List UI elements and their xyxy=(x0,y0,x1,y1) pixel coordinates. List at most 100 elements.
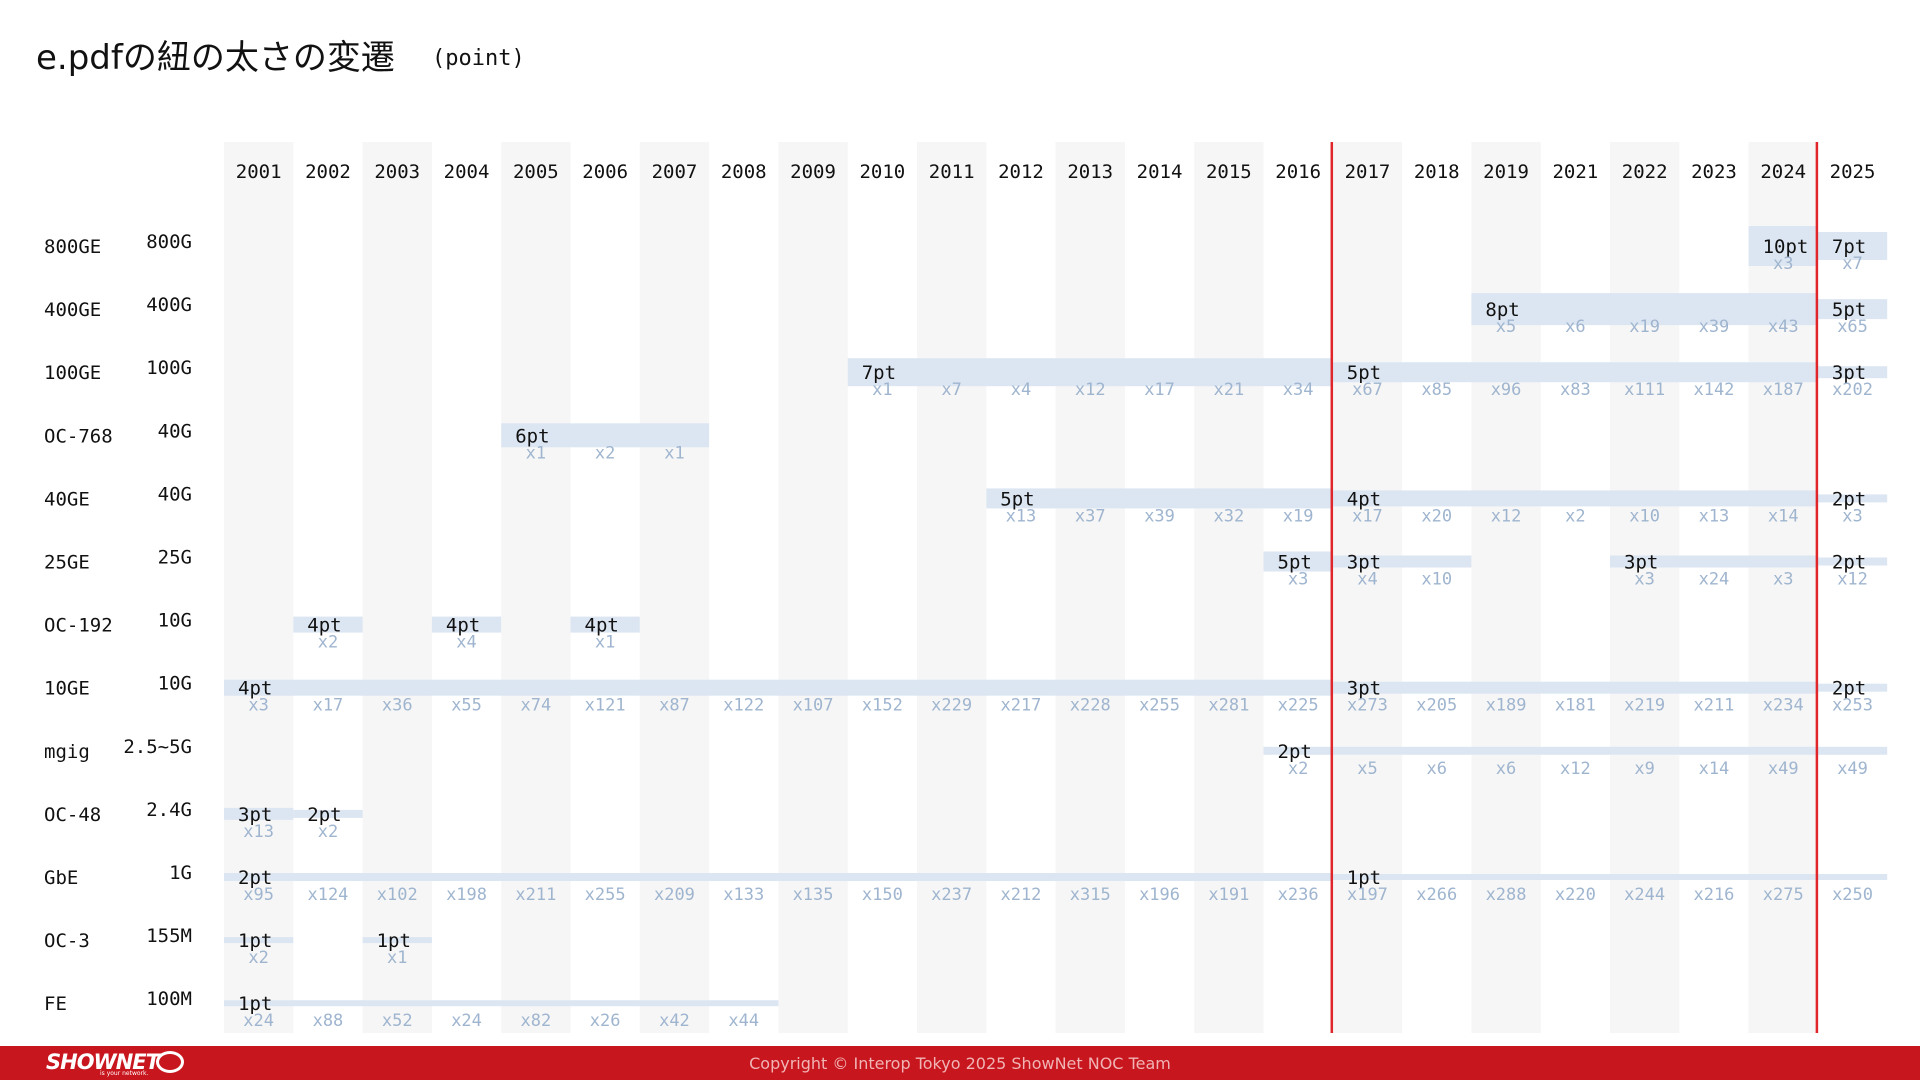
thickness-bar xyxy=(1332,874,1888,880)
thickness-bar xyxy=(1817,299,1888,320)
thickness-label: 5pt xyxy=(1000,488,1034,510)
count-label: x42 xyxy=(659,1011,690,1031)
count-label: x5 xyxy=(1357,759,1377,779)
count-label: x189 xyxy=(1486,696,1527,716)
cable-thickness-chart: 2001 2002 2003 2004 2005 2006 2007 2008 2009 2010… xyxy=(44,142,1888,1033)
count-label: x6 xyxy=(1565,317,1585,337)
count-label: x202 xyxy=(1832,380,1873,400)
count-label: x3 xyxy=(1634,570,1654,590)
row-label-oc-768: OC-768 xyxy=(44,425,113,447)
thickness-label: 5pt xyxy=(1832,299,1866,321)
count-label: x133 xyxy=(723,885,764,905)
thickness-bar xyxy=(570,616,640,633)
count-label: x225 xyxy=(1278,696,1319,716)
count-label: x1 xyxy=(387,948,407,968)
count-label: x37 xyxy=(1075,506,1106,526)
count-label: x3 xyxy=(248,696,268,716)
count-label: x102 xyxy=(377,885,418,905)
column-band xyxy=(501,142,571,1033)
count-label: x85 xyxy=(1421,380,1452,400)
year-header-2018: 2018 xyxy=(1414,161,1460,183)
column-band xyxy=(1194,142,1264,1033)
year-header-2002: 2002 xyxy=(305,161,351,183)
count-label: x6 xyxy=(1427,759,1447,779)
year-header-2016: 2016 xyxy=(1275,161,1321,183)
column-band xyxy=(1055,142,1125,1033)
count-label: x255 xyxy=(1139,696,1180,716)
count-label: x12 xyxy=(1491,506,1522,526)
column-band xyxy=(778,142,848,1033)
thickness-bar xyxy=(1332,681,1818,694)
count-label: x135 xyxy=(793,885,834,905)
count-label: x13 xyxy=(1699,506,1730,526)
thickness-bar xyxy=(1263,746,1888,755)
count-label: x39 xyxy=(1144,506,1175,526)
thickness-label: 2pt xyxy=(238,867,272,889)
count-label: x2 xyxy=(318,633,338,653)
year-header-2015: 2015 xyxy=(1206,161,1252,183)
row-speed-mgig: 2.5~5G xyxy=(123,736,192,758)
count-label: x26 xyxy=(590,1011,621,1031)
count-label: x150 xyxy=(862,885,903,905)
thickness-bar xyxy=(224,807,294,820)
row-speed-400ge: 400G xyxy=(146,294,192,316)
thickness-bar xyxy=(224,679,1333,696)
year-header-2021: 2021 xyxy=(1552,161,1598,183)
row-speed-25ge: 25G xyxy=(158,547,192,569)
row-speed-800ge: 800G xyxy=(146,231,192,253)
row-label-25ge: 25GE xyxy=(44,552,90,574)
year-header-2010: 2010 xyxy=(859,161,905,183)
row-label-800ge: 800GE xyxy=(44,236,101,258)
year-header-2009: 2009 xyxy=(790,161,836,183)
count-label: x205 xyxy=(1416,696,1457,716)
thickness-bar xyxy=(1263,551,1333,572)
year-header-2001: 2001 xyxy=(236,161,282,183)
count-label: x88 xyxy=(313,1011,344,1031)
row-speed-oc-48: 2.4G xyxy=(146,799,192,821)
count-label: x273 xyxy=(1347,696,1388,716)
thickness-bar xyxy=(431,616,502,633)
thickness-label: 7pt xyxy=(1832,236,1866,258)
thickness-bar xyxy=(1817,366,1888,379)
row-speed-100ge: 100G xyxy=(146,357,192,379)
count-label: x1 xyxy=(595,633,615,653)
thickness-bar xyxy=(224,873,1333,881)
count-label: x236 xyxy=(1278,885,1319,905)
row-label-10ge: 10GE xyxy=(44,678,90,700)
thickness-bar xyxy=(362,937,432,944)
row-label-oc-192: OC-192 xyxy=(44,615,113,637)
count-label: x67 xyxy=(1352,380,1383,400)
count-label: x229 xyxy=(931,696,972,716)
thickness-label: 3pt xyxy=(238,804,272,826)
thickness-bar xyxy=(1817,683,1888,692)
count-label: x82 xyxy=(520,1011,551,1031)
year-header-2006: 2006 xyxy=(582,161,628,183)
count-label: x49 xyxy=(1768,759,1799,779)
thickness-label: 2pt xyxy=(1278,741,1312,763)
count-label: x2 xyxy=(1288,759,1308,779)
count-label: x5 xyxy=(1496,317,1516,337)
count-label: x275 xyxy=(1763,885,1804,905)
row-label-100ge: 100GE xyxy=(44,362,101,384)
count-label: x4 xyxy=(456,633,476,653)
count-label: x197 xyxy=(1347,885,1388,905)
count-label: x44 xyxy=(728,1011,759,1031)
count-label: x255 xyxy=(585,885,626,905)
count-label: x281 xyxy=(1208,696,1249,716)
count-label: x181 xyxy=(1555,696,1596,716)
thickness-label: 3pt xyxy=(1624,552,1658,574)
count-label: x3 xyxy=(1773,254,1793,274)
column-band xyxy=(224,142,294,1033)
count-label: x1 xyxy=(526,443,546,463)
thickness-label: 1pt xyxy=(377,930,411,952)
shownet-logo-tagline: is your network. xyxy=(100,1070,149,1077)
thickness-label: 3pt xyxy=(1347,678,1381,700)
count-label: x14 xyxy=(1768,506,1799,526)
thickness-label: 5pt xyxy=(1347,362,1381,384)
thickness-bar xyxy=(293,616,363,633)
row-speed-oc-192: 10G xyxy=(158,610,192,632)
row-speed-oc-768: 40G xyxy=(158,420,192,442)
count-label: x20 xyxy=(1421,506,1452,526)
count-label: x266 xyxy=(1416,885,1457,905)
count-label: x10 xyxy=(1629,506,1660,526)
